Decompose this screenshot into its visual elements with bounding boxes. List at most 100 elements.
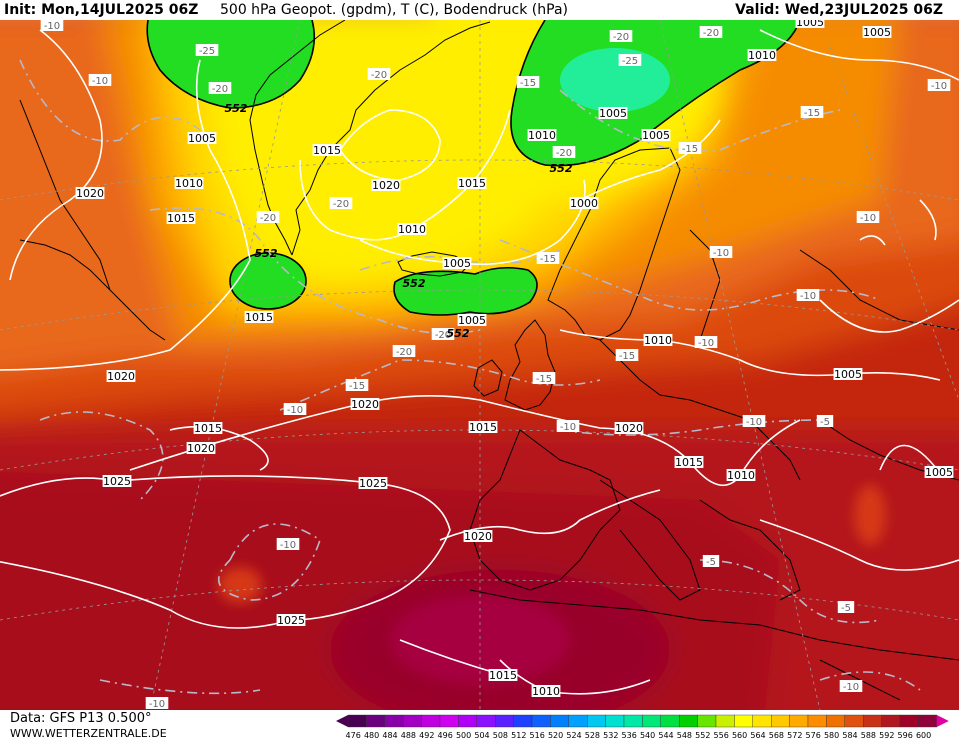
- isobar-value: 1025: [103, 475, 131, 488]
- isobar-value: 1005: [863, 26, 891, 39]
- temp-label: -5: [837, 601, 855, 614]
- colorbar-tick-label: 480: [364, 731, 379, 740]
- isobar-value: 1020: [464, 530, 492, 543]
- temp-label-box: [800, 106, 824, 118]
- temp-label: -15: [678, 142, 702, 155]
- temp-value: -20: [212, 84, 228, 95]
- isobar-value: 1015: [245, 311, 273, 324]
- colorbar-swatches: [336, 714, 949, 728]
- isobar-label-box: [244, 311, 274, 323]
- colorbar-swatch: [826, 714, 845, 728]
- isobar-label: 1010: [726, 469, 756, 482]
- temp-label: -10: [145, 697, 169, 710]
- isobar-label-box: [187, 132, 217, 144]
- temp-label: -5: [702, 555, 720, 568]
- colorbar-swatch: [807, 714, 827, 728]
- isobar-value: 1010: [727, 469, 755, 482]
- isobar-value: 1015: [167, 212, 195, 225]
- isobar-value: 1000: [570, 197, 598, 210]
- temp-value: -10: [44, 21, 60, 32]
- isobar-label-box: [397, 223, 427, 235]
- temp-label: -20: [329, 197, 353, 210]
- isobar-label-box: [350, 398, 380, 410]
- isobar-label-box: [174, 177, 204, 189]
- temp-value: -10: [843, 682, 859, 693]
- colorbar-swatch: [789, 714, 809, 728]
- isobar-value: 1015: [675, 456, 703, 469]
- temp-label: -10: [694, 336, 718, 349]
- isobar-label: 1005: [924, 466, 954, 479]
- temp-value: -15: [540, 254, 556, 265]
- isobar-label: 1010: [643, 334, 673, 347]
- isobar-label: 1020: [371, 179, 401, 192]
- temp-label: -10: [40, 20, 64, 32]
- colorbar-tick-label: 564: [750, 731, 765, 740]
- colorbar-swatch: [347, 714, 367, 728]
- isobar-label-box: [726, 469, 756, 481]
- isobar-label-box: [531, 685, 561, 697]
- colorbar-tick-label: 584: [842, 731, 857, 740]
- isobar-value: 1010: [532, 685, 560, 698]
- isobar-label-box: [924, 466, 954, 478]
- colorbar-labels: 476 480 484 488 492 496 500 504 508 512 516 520 524 5…: [346, 731, 932, 740]
- isobar-label-box: [569, 197, 599, 209]
- isobar-label-box: [468, 421, 498, 433]
- temp-label-box: [556, 420, 580, 432]
- colorbar-tick-label: 548: [677, 731, 692, 740]
- isobar-value: 1015: [313, 144, 341, 157]
- temp-value: -10: [280, 540, 296, 551]
- temp-label: -15: [536, 252, 560, 265]
- temp-label-box: [609, 30, 633, 42]
- temp-label: -15: [516, 76, 540, 89]
- colorbar-swatch: [439, 714, 459, 728]
- colorbar-swatch: [715, 714, 735, 728]
- colorbar-tick-label: 596: [898, 731, 913, 740]
- isobar-label-box: [747, 49, 777, 61]
- colorbar-tick-label: 580: [824, 731, 839, 740]
- colorbar-swatch: [642, 714, 661, 728]
- isobar-label-box: [457, 177, 487, 189]
- isobar-label-box: [463, 530, 493, 542]
- colorbar-swatch: [402, 714, 422, 728]
- temp-label-box: [367, 68, 391, 80]
- temp-label: -10: [88, 74, 112, 87]
- temp-label-box: [694, 336, 718, 348]
- colorbar-tick-label: 476: [346, 731, 361, 740]
- isobar-label: 1025: [358, 477, 388, 490]
- temp-label: -20: [431, 328, 455, 341]
- colorbar-swatch: [863, 714, 882, 728]
- isobar-value: 1020: [615, 422, 643, 435]
- colorbar-swatch: [476, 714, 496, 728]
- temp-value: -25: [199, 46, 215, 57]
- temp-value: -10: [746, 417, 762, 428]
- temp-label-box: [392, 345, 416, 357]
- temp-label: -10: [709, 246, 733, 259]
- colorbar-tick-label: 540: [640, 731, 655, 740]
- colorbar-tick-label: 576: [806, 731, 821, 740]
- colorbar-tick-label: 568: [769, 731, 784, 740]
- isobar-label: 1000: [569, 197, 599, 210]
- temp-label-box: [742, 415, 766, 427]
- geopot-label: 552: [403, 277, 426, 290]
- temp-label-box: [536, 252, 560, 264]
- temp-label-box: [276, 538, 300, 550]
- isobar-value: 1010: [748, 49, 776, 62]
- colorbar-right-arrow: [936, 715, 949, 727]
- colorbar-tick-label: 528: [585, 731, 600, 740]
- temp-value: -10: [287, 405, 303, 416]
- geopot-value: 552: [447, 327, 470, 340]
- temp-label: -25: [618, 54, 642, 67]
- isobar-label: 1015: [674, 456, 704, 469]
- isobar-label-box: [641, 129, 671, 141]
- temp-label: -10: [556, 420, 580, 433]
- temp-value: -5: [841, 603, 851, 614]
- temp-value: -15: [536, 374, 552, 385]
- isobar-label: 1025: [276, 614, 306, 627]
- isobar-label-box: [643, 334, 673, 346]
- geopot-label: 552: [550, 162, 573, 175]
- isobar-label-box: [106, 370, 136, 382]
- valid-time: Valid: Wed,23JUL2025 06Z: [735, 2, 943, 18]
- colorbar-swatch: [550, 714, 569, 728]
- isobar-label: 1020: [186, 442, 216, 455]
- isobar-label-box: [276, 614, 306, 626]
